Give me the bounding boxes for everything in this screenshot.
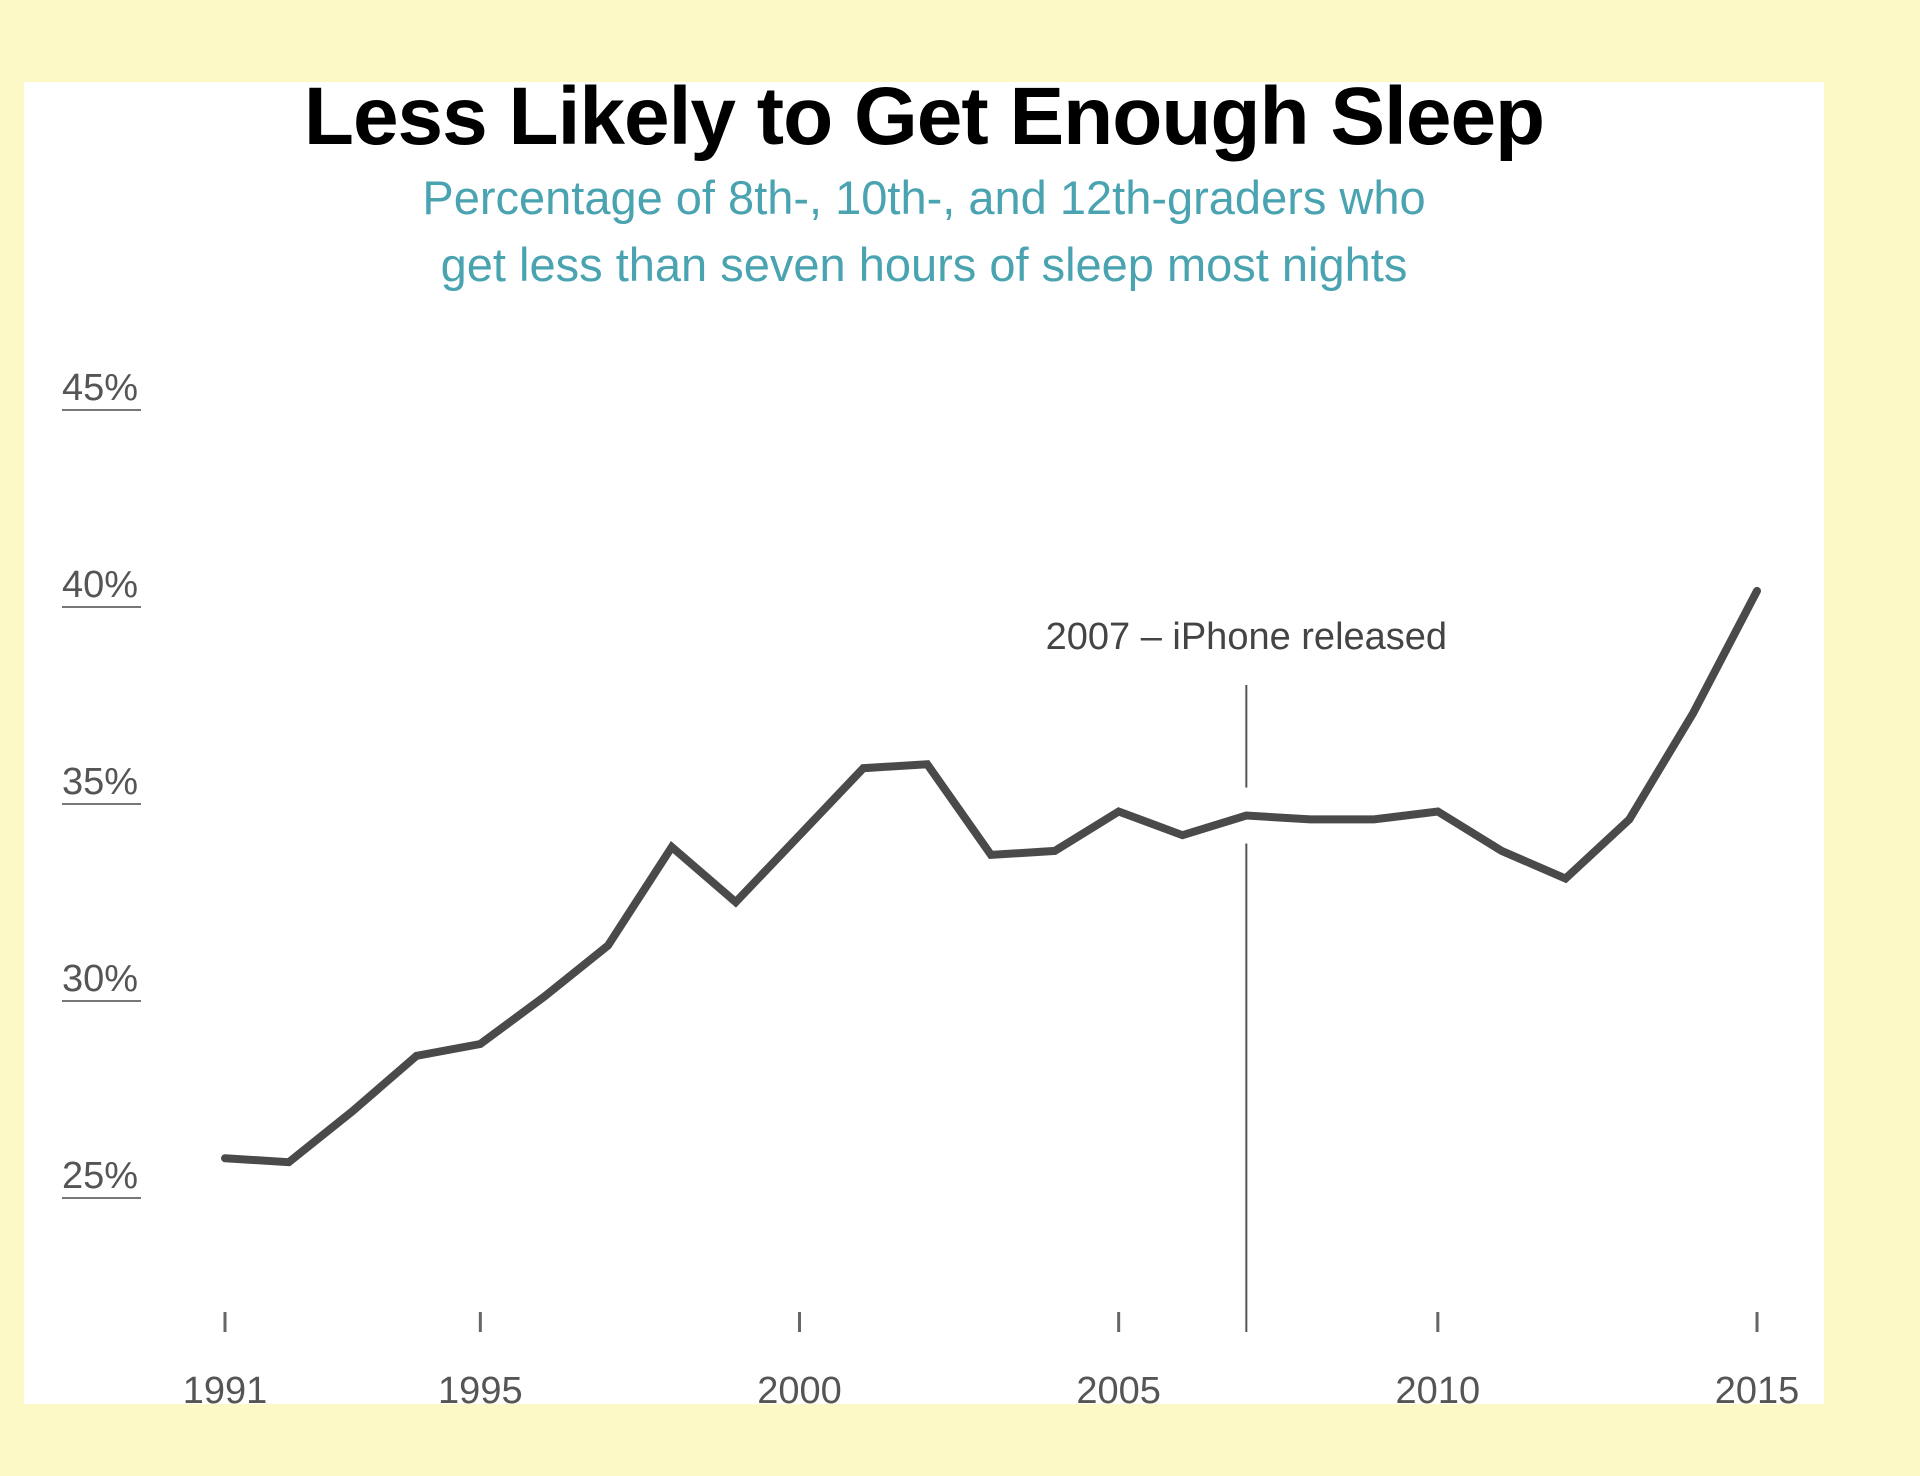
y-tick-label: 45% <box>62 367 138 409</box>
chart-title: Less Likely to Get Enough Sleep <box>303 71 1545 162</box>
series-line <box>221 586 1761 1167</box>
x-tick-label: 2000 <box>757 1370 842 1412</box>
x-tick-label: 1991 <box>183 1370 268 1412</box>
x-tick-label: 2010 <box>1396 1370 1481 1412</box>
chart-subtitle-line-1: Percentage of 8th-, 10th-, and 12th-grad… <box>422 171 1426 224</box>
x-tick-label: 1995 <box>438 1370 523 1412</box>
y-tick-label: 30% <box>62 958 138 1000</box>
y-tick-label: 25% <box>62 1155 138 1197</box>
y-tick-label: 40% <box>62 564 138 606</box>
y-tick-label: 35% <box>62 761 138 803</box>
x-tick-label: 2015 <box>1715 1370 1800 1412</box>
chart-card <box>24 82 1824 1404</box>
chart-subtitle-line-2: get less than seven hours of sleep most … <box>440 238 1408 291</box>
x-tick-label: 2005 <box>1076 1370 1161 1412</box>
annotation-label: 2007 – iPhone released <box>1046 616 1447 658</box>
